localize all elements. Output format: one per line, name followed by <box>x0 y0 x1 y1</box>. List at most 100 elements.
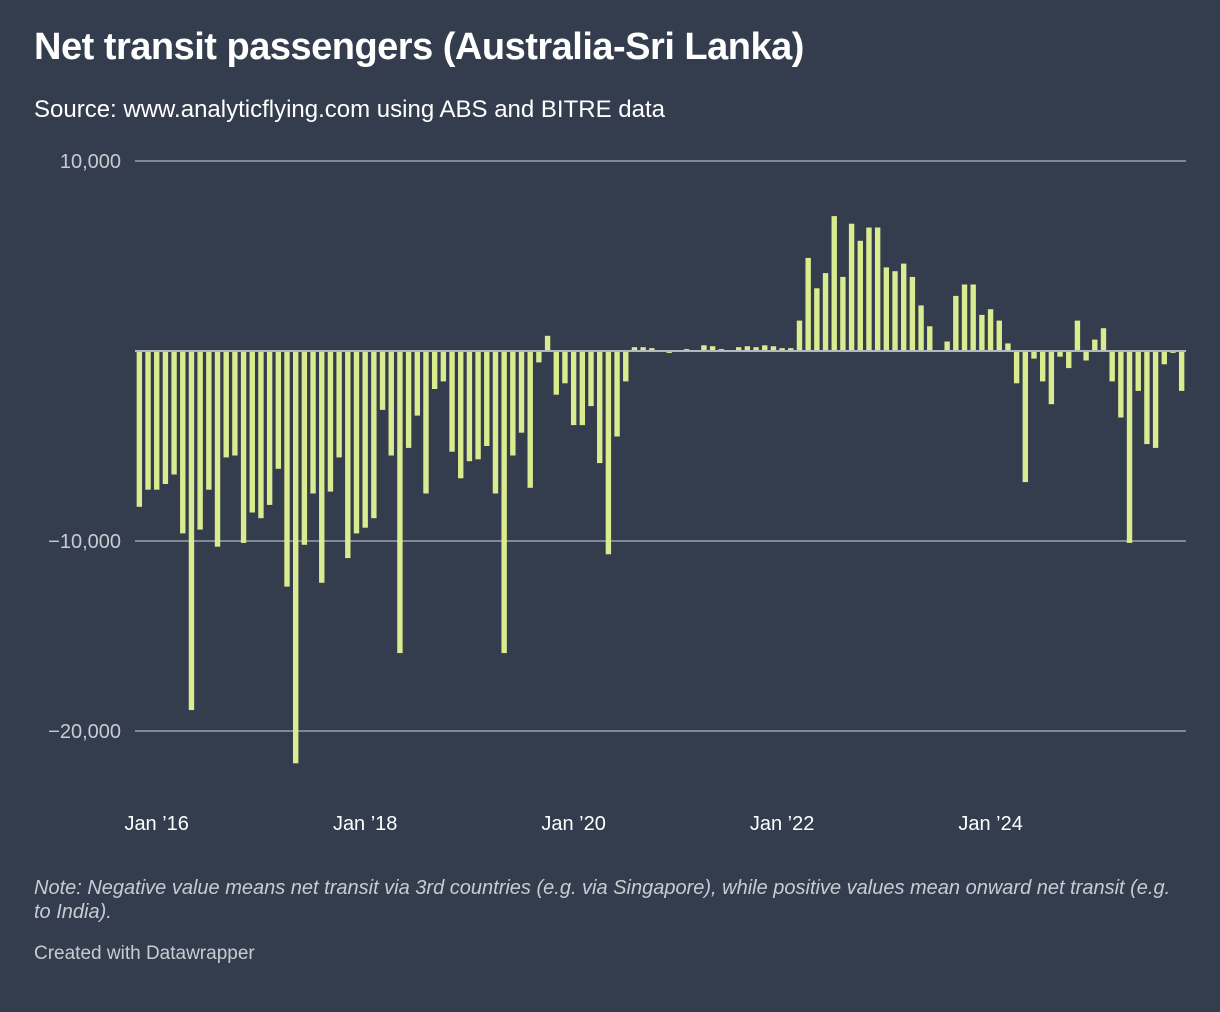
bar-65 <box>701 345 707 351</box>
bar-15 <box>266 351 273 505</box>
bar-3 <box>162 351 169 484</box>
bar-75 <box>788 348 794 351</box>
bar-1 <box>145 351 151 490</box>
bar-114 <box>1126 351 1133 543</box>
x-axis-ticks: Jan ’16 Jan ’18 Jan ’20 Jan ’22 Jan ’24 <box>124 813 1022 835</box>
bar-98 <box>987 309 994 351</box>
bar-12 <box>240 351 247 543</box>
x-tick-label-2: Jan ’20 <box>541 813 606 835</box>
bar-102 <box>1022 351 1029 483</box>
bar-77 <box>805 257 811 351</box>
bar-46 <box>536 351 542 363</box>
bar-73 <box>770 346 777 351</box>
bar-22 <box>327 351 334 492</box>
bar-95 <box>961 284 968 351</box>
chart-title: Net transit passengers (Australia-Sri La… <box>34 26 804 68</box>
y-tick-label-2: −20,000 <box>48 721 121 743</box>
bar-0 <box>136 351 143 507</box>
bar-105 <box>1048 351 1055 405</box>
x-tick-label-3: Jan ’22 <box>750 813 815 835</box>
bar-88 <box>901 263 907 351</box>
bar-66 <box>709 346 716 351</box>
bar-101 <box>1013 351 1020 384</box>
bar-49 <box>562 351 568 384</box>
bar-97 <box>979 314 985 351</box>
bar-47 <box>544 335 551 351</box>
bar-36 <box>449 351 455 452</box>
bar-53 <box>597 351 603 464</box>
bar-99 <box>996 320 1002 351</box>
bar-108 <box>1074 320 1081 351</box>
bar-18 <box>293 351 299 764</box>
bar-28 <box>379 351 386 410</box>
bar-26 <box>362 351 368 528</box>
bar-100 <box>1005 343 1011 351</box>
bar-85 <box>874 227 881 351</box>
bar-103 <box>1031 351 1037 359</box>
bar-82 <box>848 223 855 351</box>
bar-30 <box>397 351 403 654</box>
bar-50 <box>570 351 577 426</box>
bar-59 <box>649 348 655 351</box>
bar-90 <box>918 305 924 351</box>
bar-6 <box>188 351 195 711</box>
bar-38 <box>466 351 473 462</box>
bar-8 <box>206 351 212 490</box>
y-tick-label-1: −10,000 <box>48 531 121 553</box>
bar-40 <box>484 351 490 446</box>
bar-111 <box>1100 328 1107 351</box>
bar-11 <box>232 351 238 456</box>
bar-81 <box>840 276 846 351</box>
bar-72 <box>762 345 768 351</box>
bar-31 <box>405 351 412 448</box>
bar-76 <box>796 320 803 351</box>
bar-71 <box>753 347 759 351</box>
bar-37 <box>458 351 464 479</box>
bar-2 <box>154 351 160 490</box>
bar-79 <box>822 273 829 351</box>
bar-58 <box>640 347 646 351</box>
bar-19 <box>301 351 308 545</box>
bar-25 <box>353 351 360 534</box>
bar-110 <box>1092 339 1098 351</box>
bar-106 <box>1057 351 1063 357</box>
bar-84 <box>866 227 872 351</box>
bar-83 <box>857 240 863 351</box>
bar-21 <box>319 351 325 583</box>
bar-17 <box>284 351 290 587</box>
datawrapper-credit[interactable]: Created with Datawrapper <box>34 943 255 964</box>
bar-7 <box>197 351 203 530</box>
bar-52 <box>588 351 594 407</box>
bar-55 <box>614 351 620 437</box>
x-tick-label-4: Jan ’24 <box>958 813 1023 835</box>
bar-4 <box>171 351 177 475</box>
bar-41 <box>492 351 499 494</box>
bar-16 <box>275 351 282 469</box>
y-tick-label-0: 10,000 <box>60 151 121 173</box>
bar-117 <box>1152 351 1159 448</box>
bar-78 <box>814 288 820 351</box>
bar-51 <box>579 351 586 426</box>
bar-48 <box>553 351 559 395</box>
bar-42 <box>501 351 507 654</box>
bar-5 <box>180 351 186 534</box>
bar-104 <box>1039 351 1046 382</box>
bar-107 <box>1066 351 1072 369</box>
chart-note: Note: Negative value means net transit v… <box>34 877 1171 923</box>
bar-29 <box>388 351 394 456</box>
bar-86 <box>883 267 890 351</box>
bar-54 <box>605 351 612 555</box>
bar-115 <box>1135 351 1141 391</box>
bar-80 <box>831 216 837 351</box>
bar-35 <box>440 351 447 382</box>
bar-116 <box>1144 351 1150 445</box>
bar-120 <box>1178 351 1185 391</box>
bar-24 <box>345 351 351 559</box>
bar-10 <box>223 351 229 458</box>
chart-subtitle: Source: www.analyticflying.com using ABS… <box>34 96 665 123</box>
bar-94 <box>953 295 959 351</box>
bar-33 <box>423 351 429 494</box>
bar-57 <box>631 347 638 351</box>
bar-91 <box>927 326 933 351</box>
x-tick-label-1: Jan ’18 <box>333 813 398 835</box>
